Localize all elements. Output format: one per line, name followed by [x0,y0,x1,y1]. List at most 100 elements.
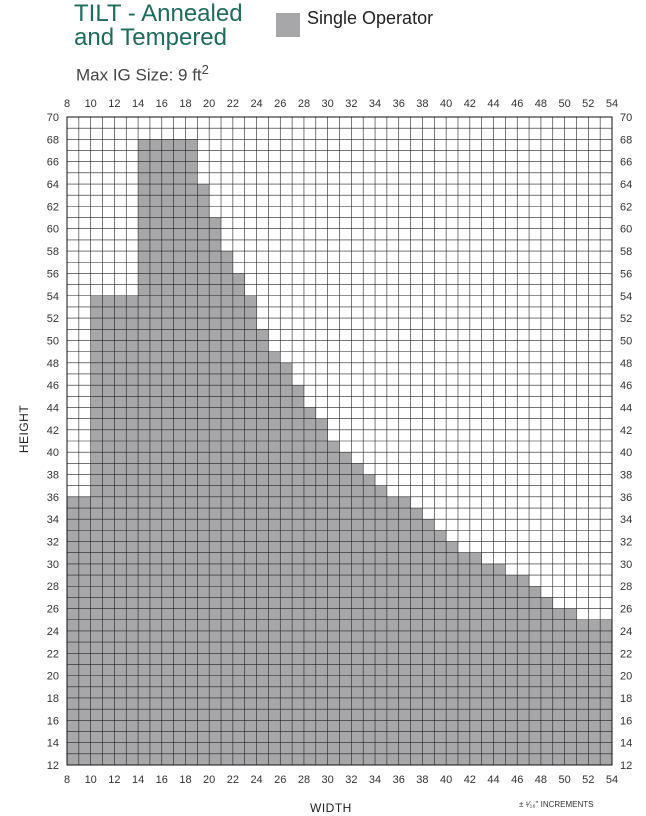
y-tick-label-right: 58 [620,246,632,258]
x-tick-label-bottom: 36 [393,774,405,786]
y-tick-label-right: 24 [620,626,632,638]
y-tick-label-left: 14 [47,738,59,750]
x-tick-label-top: 26 [274,98,286,110]
y-tick-label-left: 36 [47,492,59,504]
x-tick-label-bottom: 50 [558,774,570,786]
y-tick-label-left: 28 [47,581,59,593]
bar-segment [576,619,612,765]
x-tick-label-top: 32 [345,98,357,110]
x-tick-label-top: 50 [558,98,570,110]
y-tick-label-right: 16 [620,715,632,727]
y-tick-label-right: 60 [620,224,632,236]
x-tick-label-bottom: 44 [487,774,499,786]
y-tick-label-left: 32 [47,537,59,549]
y-tick-label-right: 28 [620,581,632,593]
y-tick-label-right: 14 [620,738,632,750]
x-tick-label-top: 42 [464,98,476,110]
x-tick-label-top: 52 [582,98,594,110]
bar-segment [268,351,281,765]
x-tick-label-bottom: 18 [179,774,191,786]
y-tick-label-right: 46 [620,380,632,392]
y-tick-label-left: 50 [47,335,59,347]
x-tick-label-bottom: 42 [464,774,476,786]
chart-title-line-2: and Tempered [74,24,227,51]
x-tick-label-top: 38 [416,98,428,110]
bar-segment [256,329,269,765]
x-tick-label-bottom: 16 [156,774,168,786]
x-tick-label-bottom: 30 [322,774,334,786]
x-tick-label-top: 46 [511,98,523,110]
y-tick-label-right: 42 [620,425,632,437]
bar-segment [351,463,364,765]
x-tick-label-top: 34 [369,98,381,110]
chart-title-line-1: TILT - Annealed [74,0,243,27]
legend-swatch [276,13,300,37]
grid-group [66,116,613,766]
y-tick-label-right: 12 [620,760,632,772]
y-tick-label-left: 66 [47,157,59,169]
subtitle-superscript: 2 [201,62,209,77]
y-tick-label-right: 26 [620,604,632,616]
y-tick-label-left: 68 [47,134,59,146]
x-axis-label: WIDTH [310,801,352,815]
ticks-group: 8 8 10 10 12 12 14 14 16 16 18 18 20 20 22 22 24 24 26 26 28… [47,98,633,786]
x-tick-label-bottom: 38 [416,774,428,786]
x-tick-label-top: 12 [108,98,120,110]
subtitle-text: Max IG Size: 9 ft [76,65,202,85]
y-tick-label-left: 12 [47,760,59,772]
y-tick-label-right: 44 [620,402,632,414]
legend-label: Single Operator [307,8,434,28]
y-tick-label-right: 38 [620,470,632,482]
x-tick-label-top: 16 [156,98,168,110]
x-tick-label-top: 40 [440,98,452,110]
bar-segment [327,441,340,765]
y-tick-label-right: 68 [620,134,632,146]
x-tick-label-top: 10 [85,98,97,110]
y-tick-label-left: 16 [47,715,59,727]
x-tick-label-top: 24 [250,98,262,110]
y-tick-label-left: 60 [47,224,59,236]
x-tick-label-bottom: 28 [298,774,310,786]
y-tick-label-right: 70 [620,112,632,124]
chart-title: TILT - Annealed and Tempered [74,2,243,50]
y-tick-label-left: 20 [47,671,59,683]
x-tick-label-bottom: 32 [345,774,357,786]
x-tick-label-bottom: 20 [203,774,215,786]
bar-segment [315,418,328,765]
y-tick-label-left: 40 [47,447,59,459]
y-tick-label-left: 44 [47,402,59,414]
x-tick-label-top: 8 [64,98,70,110]
x-tick-label-top: 36 [393,98,405,110]
x-tick-label-top: 14 [132,98,144,110]
x-tick-label-bottom: 24 [250,774,262,786]
y-tick-label-left: 62 [47,201,59,213]
x-tick-label-bottom: 26 [274,774,286,786]
y-tick-label-left: 42 [47,425,59,437]
x-tick-label-bottom: 22 [227,774,239,786]
x-tick-label-top: 54 [606,98,618,110]
y-tick-label-right: 20 [620,671,632,683]
x-tick-label-bottom: 14 [132,774,144,786]
x-tick-label-bottom: 8 [64,774,70,786]
y-tick-label-left: 48 [47,358,59,370]
plot-frame [66,116,613,766]
y-tick-label-right: 56 [620,268,632,280]
x-tick-label-top: 30 [322,98,334,110]
x-tick-label-bottom: 12 [108,774,120,786]
y-tick-label-right: 30 [620,559,632,571]
y-tick-label-left: 56 [47,268,59,280]
y-tick-label-right: 52 [620,313,632,325]
x-tick-label-top: 20 [203,98,215,110]
x-tick-label-top: 18 [179,98,191,110]
x-tick-label-top: 48 [535,98,547,110]
y-tick-label-right: 18 [620,693,632,705]
bar-segment [434,530,447,765]
y-tick-label-left: 38 [47,470,59,482]
y-tick-label-left: 58 [47,246,59,258]
y-tick-label-left: 24 [47,626,59,638]
bar-segment [209,217,222,765]
y-tick-label-left: 54 [47,291,59,303]
y-tick-label-right: 50 [620,335,632,347]
y-tick-label-left: 46 [47,380,59,392]
y-tick-label-right: 62 [620,201,632,213]
